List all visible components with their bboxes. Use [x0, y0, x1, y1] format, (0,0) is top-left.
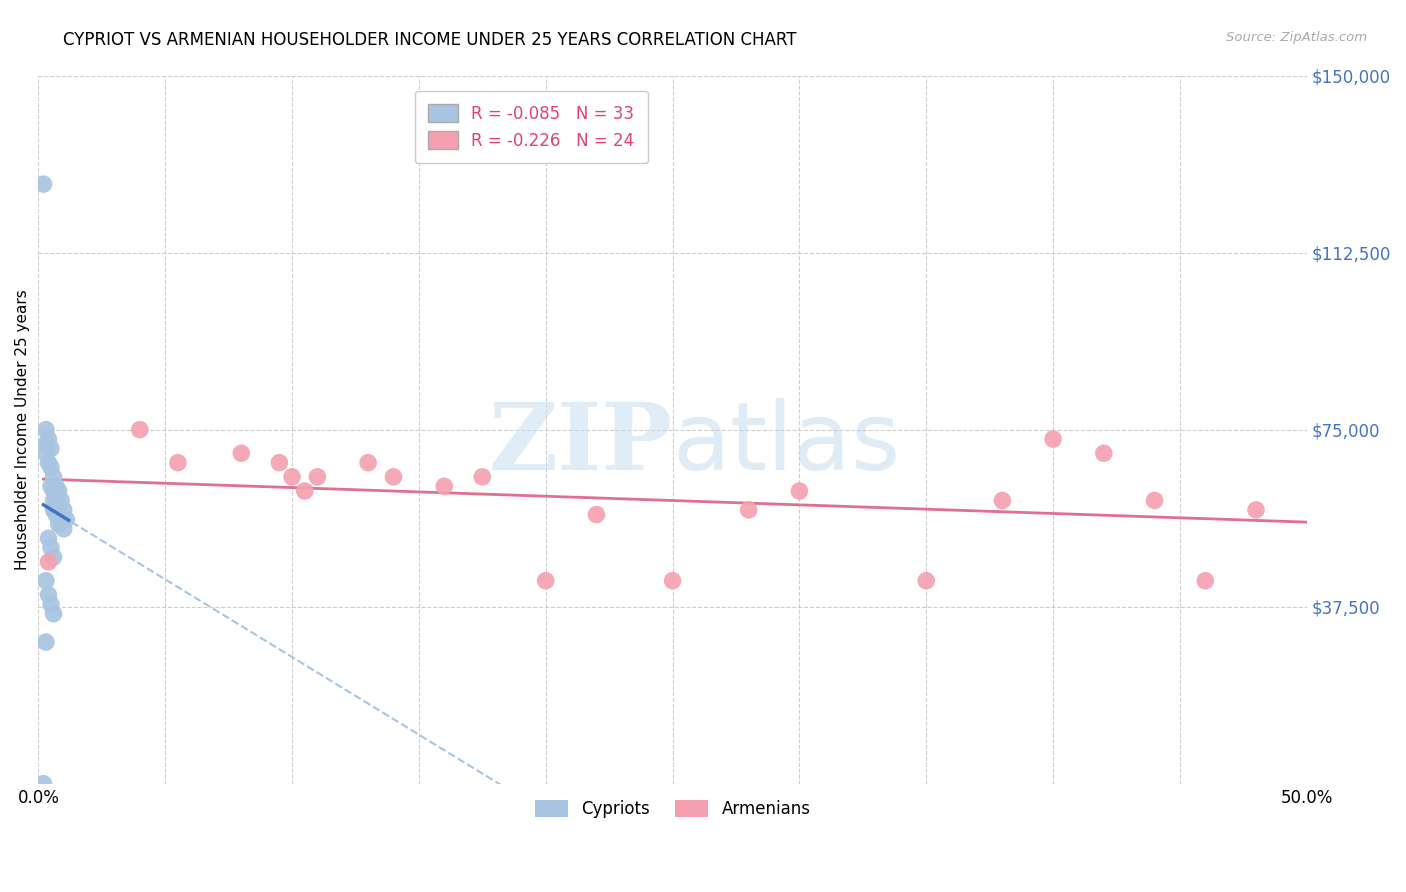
Point [357, 456, 380, 470]
Point [42, 493, 65, 508]
Point [382, 470, 405, 484]
Point [789, 483, 811, 498]
Point [39, 479, 62, 493]
Point [45, 479, 67, 493]
Point [471, 470, 494, 484]
Point [433, 479, 456, 493]
Point [1194, 574, 1216, 588]
Point [1042, 432, 1064, 446]
Point [51, 493, 73, 508]
Point [42, 470, 65, 484]
Point [39, 460, 62, 475]
Point [534, 574, 557, 588]
Point [35, 635, 58, 649]
Point [661, 574, 683, 588]
Point [269, 456, 291, 470]
Point [55, 512, 77, 526]
Text: atlas: atlas [672, 398, 901, 490]
Point [52, 522, 75, 536]
Point [51, 512, 73, 526]
Point [45, 508, 67, 522]
Point [1244, 503, 1267, 517]
Point [48, 517, 70, 532]
Point [37, 432, 59, 446]
Point [42, 483, 65, 498]
Text: ZIP: ZIP [488, 399, 672, 489]
Point [128, 423, 150, 437]
Point [48, 498, 70, 512]
Point [294, 483, 316, 498]
Point [35, 446, 58, 460]
Point [991, 493, 1014, 508]
Point [37, 531, 59, 545]
Point [307, 470, 329, 484]
Point [42, 550, 65, 565]
Point [37, 588, 59, 602]
Y-axis label: Householder Income Under 25 years: Householder Income Under 25 years [15, 289, 30, 570]
Point [35, 574, 58, 588]
Point [32, 777, 55, 791]
Text: CYPRIOT VS ARMENIAN HOUSEHOLDER INCOME UNDER 25 YEARS CORRELATION CHART: CYPRIOT VS ARMENIAN HOUSEHOLDER INCOME U… [63, 31, 797, 49]
Point [39, 541, 62, 555]
Point [35, 437, 58, 451]
Legend: Cypriots, Armenians: Cypriots, Armenians [527, 794, 817, 825]
Point [52, 503, 75, 517]
Point [39, 442, 62, 456]
Point [585, 508, 607, 522]
Point [35, 423, 58, 437]
Point [42, 503, 65, 517]
Point [45, 489, 67, 503]
Point [37, 456, 59, 470]
Point [281, 470, 304, 484]
Point [1092, 446, 1115, 460]
Point [37, 555, 59, 569]
Point [48, 483, 70, 498]
Point [1143, 493, 1166, 508]
Point [32, 177, 55, 191]
Point [915, 574, 938, 588]
Point [737, 503, 759, 517]
Point [39, 597, 62, 611]
Point [167, 456, 190, 470]
Point [231, 446, 253, 460]
Point [42, 607, 65, 621]
Text: Source: ZipAtlas.com: Source: ZipAtlas.com [1226, 31, 1367, 45]
